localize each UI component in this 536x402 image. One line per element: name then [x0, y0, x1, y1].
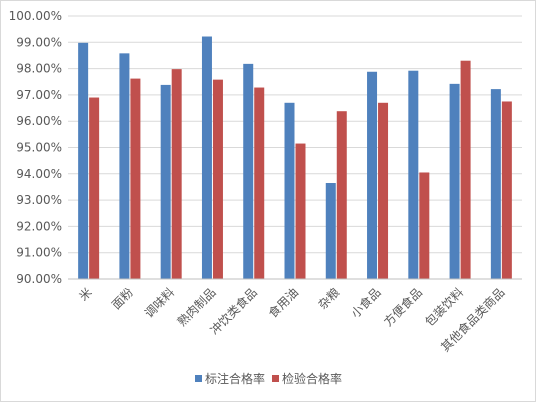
y-axis-tick-labels: 90.00% 91.00% 92.00% 93.00% 94.00% 95.00% 96.0…: [9, 9, 62, 286]
y-tick-label: 93.00%: [16, 193, 62, 207]
legend-label-series-1: 标注合格率: [205, 371, 265, 386]
bar-series-2-2: [171, 69, 182, 279]
x-category-label: 面粉: [109, 285, 136, 312]
bar-series-1-3: [201, 36, 212, 279]
bar-series-2-1: [130, 78, 141, 280]
x-category-label: 方便食品: [380, 285, 425, 330]
y-tick-label: 97.00%: [16, 88, 62, 102]
bar-series-1-4: [243, 63, 254, 280]
bar-series-1-0: [78, 42, 89, 279]
bar-series-1-7: [367, 71, 378, 279]
bar-series-2-10: [501, 101, 512, 279]
bar-series-2-5: [295, 143, 306, 279]
x-category-label: 小食品: [348, 285, 384, 321]
bar-series-1-5: [284, 102, 295, 279]
bar-series-1-6: [325, 183, 336, 279]
bar-series-2-6: [336, 111, 347, 280]
legend-swatch-series-2: [272, 375, 279, 382]
bar-series-1-2: [160, 84, 171, 279]
x-category-label: 米: [76, 285, 94, 303]
legend-label-series-2: 检验合格率: [282, 371, 342, 386]
y-tick-label: 96.00%: [16, 114, 62, 128]
bar-series-1-10: [490, 89, 501, 279]
y-tick-label: 91.00%: [16, 246, 62, 260]
bar-series-2-9: [460, 60, 471, 280]
bar-series-2-7: [378, 102, 389, 279]
bar-series-2-3: [212, 79, 223, 280]
y-tick-label: 98.00%: [16, 62, 62, 76]
bar-series-1-1: [119, 53, 130, 279]
x-category-label: 食用油: [265, 285, 301, 321]
y-tick-label: 99.00%: [16, 35, 62, 49]
bar-series-2-8: [419, 172, 430, 279]
y-tick-label: 90.00%: [16, 272, 62, 286]
legend-swatch-series-1: [195, 375, 202, 382]
y-tick-label: 92.00%: [16, 219, 62, 233]
legend: 标注合格率 检验合格率: [195, 371, 342, 386]
gridlines: [68, 15, 522, 254]
x-category-label: 杂粮: [315, 285, 343, 313]
bars: [78, 36, 512, 280]
bar-series-1-8: [408, 70, 419, 279]
bar-series-2-4: [254, 87, 265, 279]
y-tick-label: 100.00%: [9, 9, 62, 23]
bar-series-1-9: [449, 83, 460, 279]
bar-series-2-0: [89, 97, 100, 279]
x-category-label: 调味料: [142, 285, 177, 320]
y-tick-label: 95.00%: [16, 141, 62, 155]
x-axis-category-labels: 米面粉 调味料熟肉制品冲饮类食品 食用油 杂粮 小食品方便食品包装饮料其他食品类商品: [76, 285, 507, 355]
y-tick-label: 94.00%: [16, 167, 62, 181]
